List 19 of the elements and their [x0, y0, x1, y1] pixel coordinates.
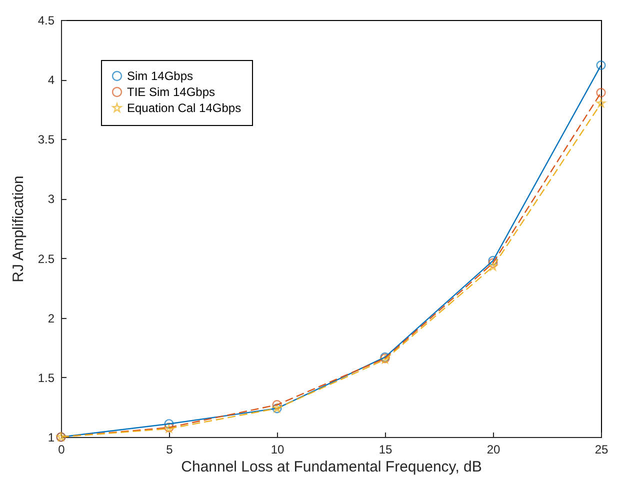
y-tick-label: 2.5 [38, 252, 55, 266]
y-tick-label: 3.5 [38, 132, 55, 147]
x-axis-title: Channel Loss at Fundamental Frequency, dB [181, 458, 482, 476]
y-tick-label: 4.5 [38, 14, 55, 28]
y-tick-label: 3 [48, 192, 55, 206]
y-tick-label: 1.5 [38, 370, 55, 385]
legend-label: Equation Cal 14Gbps [127, 101, 242, 115]
y-tick-label: 1 [48, 430, 55, 444]
y-tick-label: 2 [48, 311, 55, 326]
legend-label: Sim 14Gbps [127, 69, 194, 83]
x-tick-label: 0 [58, 442, 66, 456]
x-tick-label: 20 [486, 442, 500, 456]
y-tick-label: 4 [48, 73, 55, 88]
legend-label: TIE Sim 14Gbps [127, 85, 216, 99]
x-tick-label: 25 [594, 442, 608, 456]
y-axis-title: RJ Amplification [10, 176, 27, 282]
x-tick-label: 10 [270, 442, 284, 456]
x-tick-label: 5 [166, 442, 174, 456]
x-tick-label: 15 [378, 442, 392, 456]
